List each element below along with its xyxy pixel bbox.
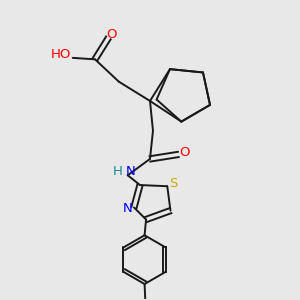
Text: HO: HO [51, 48, 72, 62]
Text: N: N [123, 202, 132, 215]
Text: O: O [179, 146, 190, 159]
Text: H: H [112, 165, 122, 178]
Text: S: S [169, 177, 178, 190]
Text: O: O [106, 28, 117, 40]
Text: N: N [126, 165, 136, 178]
